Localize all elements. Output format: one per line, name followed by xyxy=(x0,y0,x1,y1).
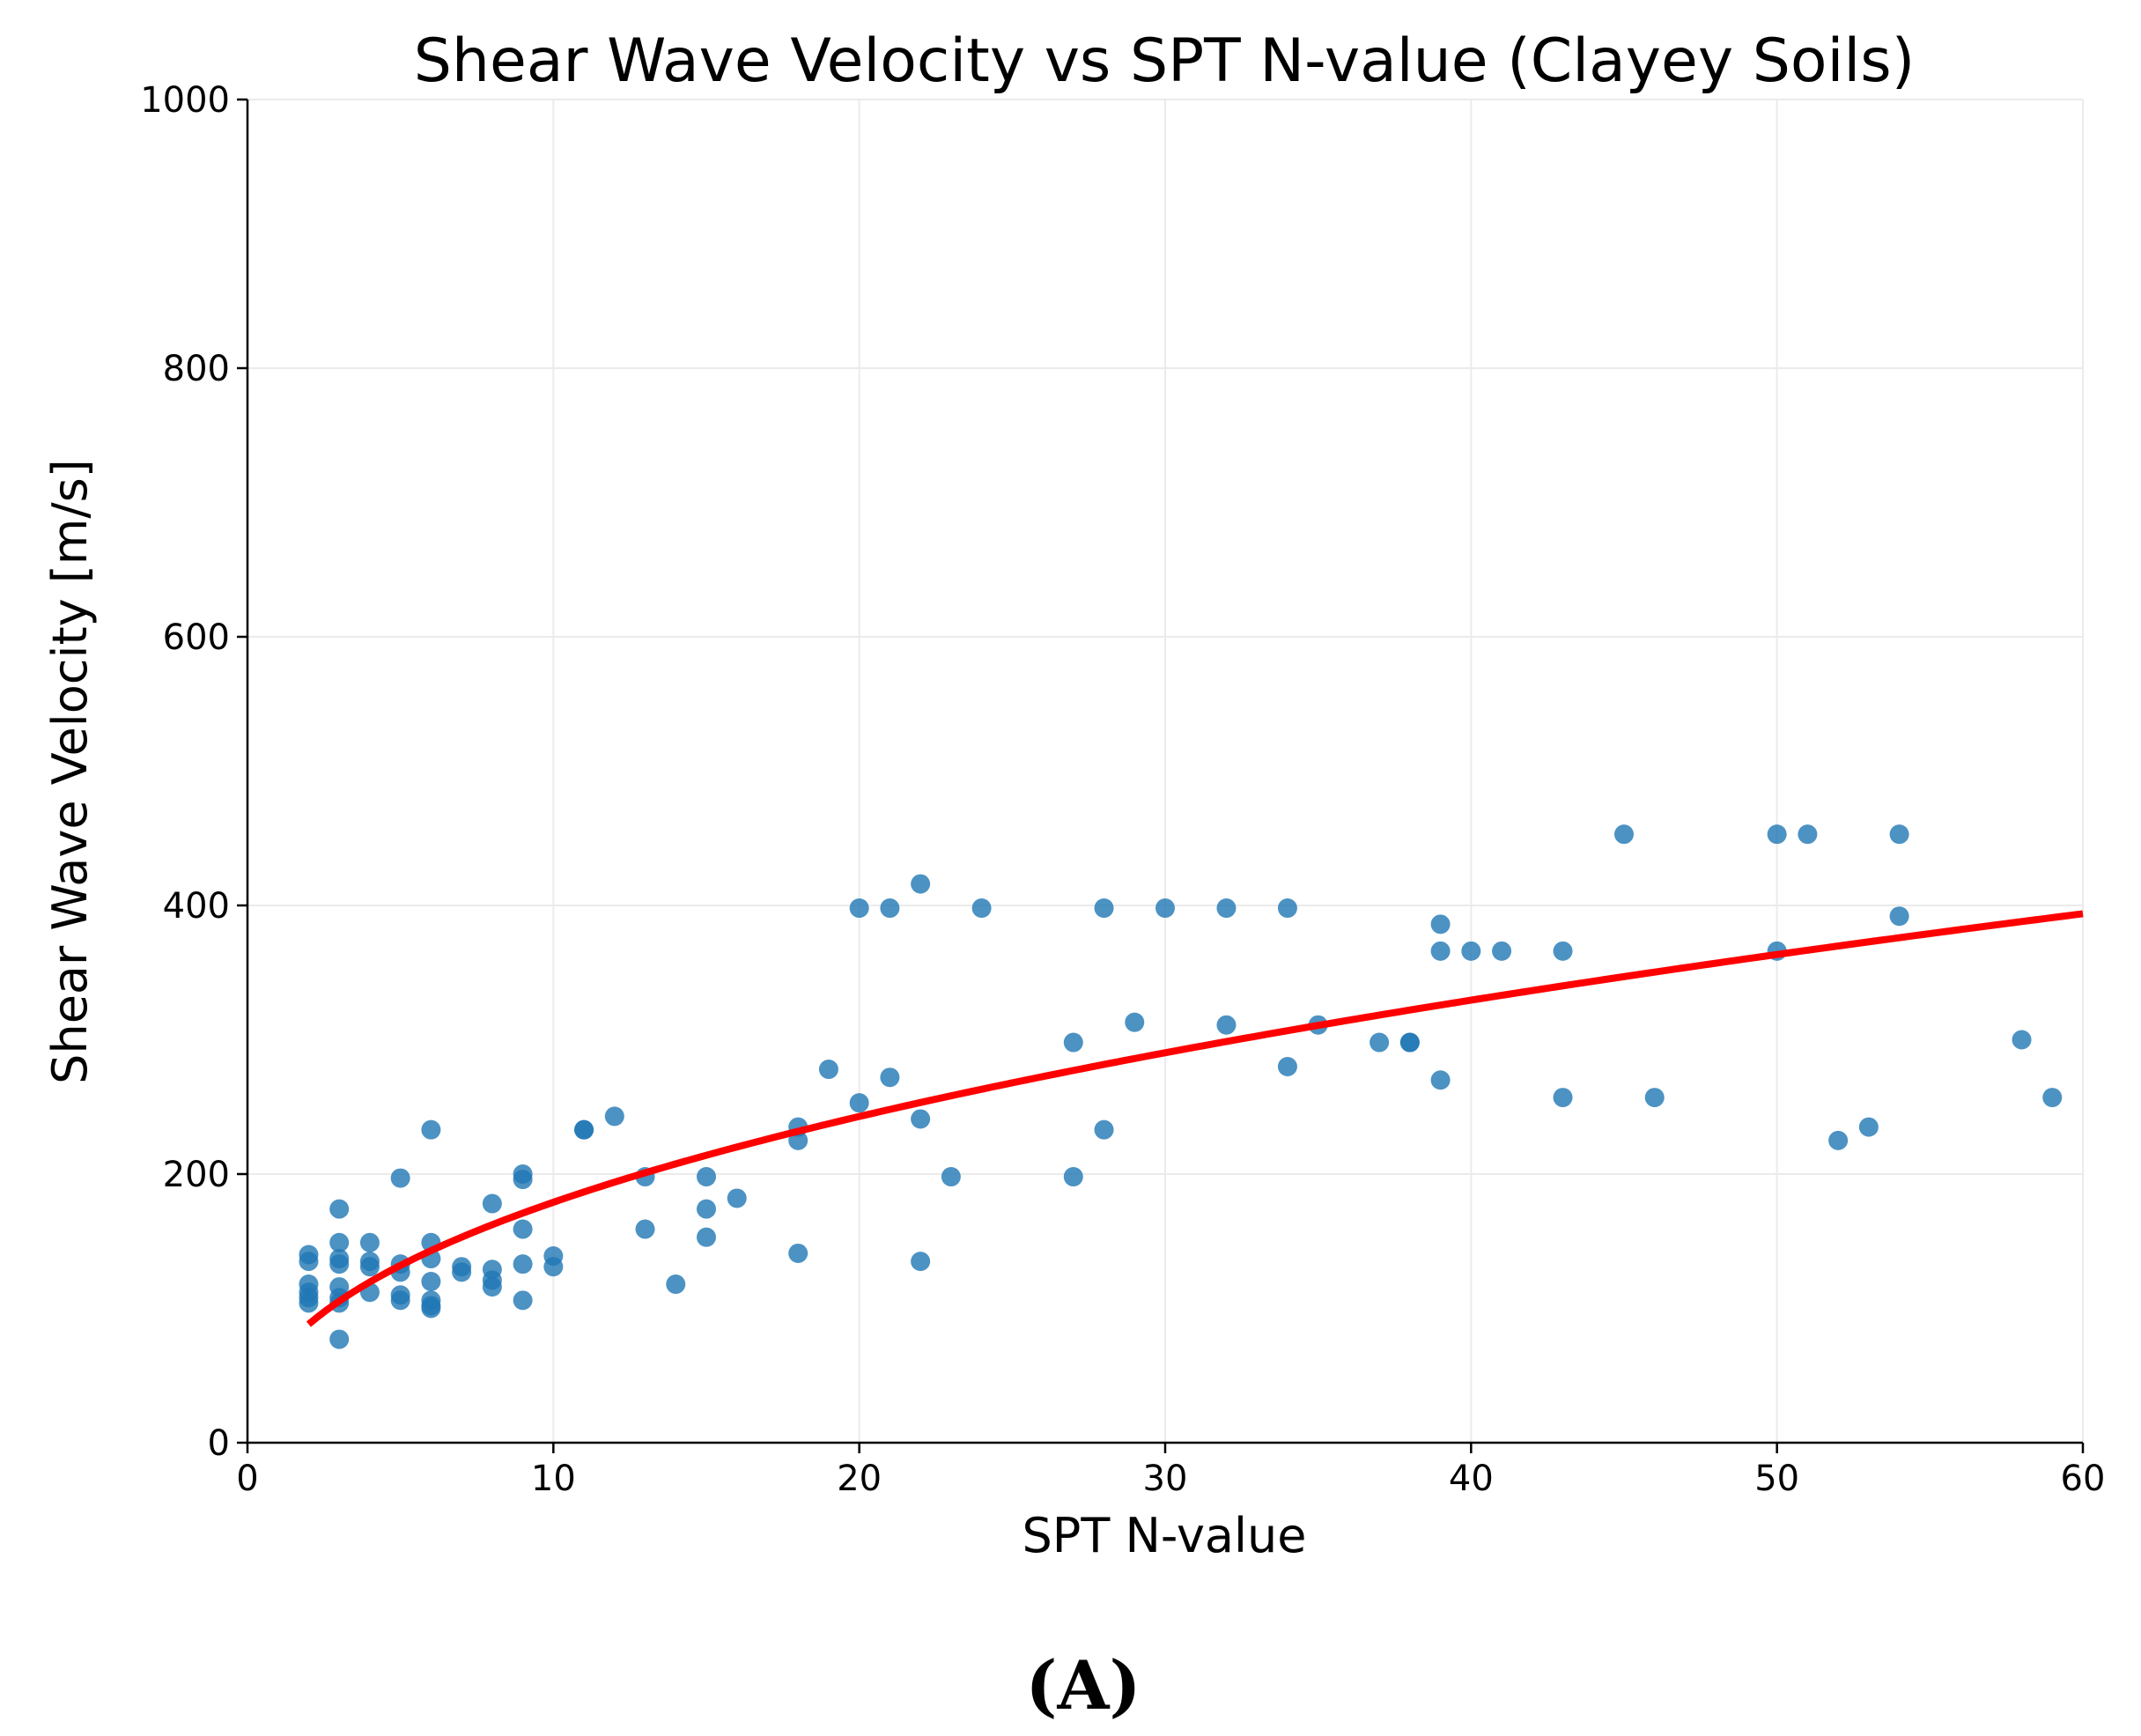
scatter-point xyxy=(697,1199,716,1219)
x-tick-label: 30 xyxy=(1143,1459,1188,1499)
scatter-point xyxy=(849,898,869,919)
scatter-point xyxy=(543,1257,564,1277)
scatter-point xyxy=(513,1290,533,1311)
scatter-point xyxy=(1216,898,1237,919)
scatter-point xyxy=(390,1290,410,1311)
x-tick-label: 60 xyxy=(2061,1459,2106,1499)
scatter-point xyxy=(329,1199,350,1219)
scatter-point xyxy=(482,1277,502,1297)
y-axis-label: Shear Wave Velocity [m/s] xyxy=(42,459,98,1084)
scatter-point xyxy=(1277,1057,1297,1076)
scatter-point xyxy=(911,1252,931,1272)
scatter-point xyxy=(1399,1032,1420,1053)
scatter-point xyxy=(1430,1070,1451,1090)
scatter-point xyxy=(329,1329,350,1349)
scatter-point xyxy=(941,1167,961,1187)
scatter-point xyxy=(880,1067,900,1088)
x-axis-label: SPT N-value xyxy=(1023,1508,1307,1563)
scatter-point xyxy=(359,1232,380,1252)
scatter-point xyxy=(421,1298,441,1319)
scatter-point xyxy=(359,1257,380,1277)
y-tick-label: 0 xyxy=(208,1423,230,1464)
scatter-point xyxy=(299,1252,319,1272)
x-tick-label: 20 xyxy=(837,1459,882,1499)
y-tick-label: 400 xyxy=(163,886,230,927)
scatter-point xyxy=(1889,824,1909,845)
scatter-point xyxy=(1430,941,1451,961)
scatter-point xyxy=(2012,1030,2032,1050)
scatter-point xyxy=(1889,906,1909,927)
scatter-point xyxy=(788,1243,808,1263)
scatter-point xyxy=(1767,824,1787,845)
scatter-point xyxy=(482,1193,502,1214)
y-tick-label: 1000 xyxy=(140,80,230,121)
scatter-point xyxy=(1155,898,1175,919)
scatter-point xyxy=(880,898,900,919)
scatter-point xyxy=(390,1168,410,1188)
scatter-point xyxy=(574,1119,594,1140)
scatter-point xyxy=(1277,898,1297,919)
x-tick-label: 50 xyxy=(1754,1459,1799,1499)
scatter-point xyxy=(421,1119,441,1140)
scatter-point xyxy=(1430,914,1451,934)
scatter-point xyxy=(299,1293,319,1313)
scatter-point xyxy=(697,1167,716,1187)
fit-curve xyxy=(306,910,2084,1327)
panel-label: (A) xyxy=(1026,1646,1141,1725)
y-tick-label: 600 xyxy=(163,617,230,658)
scatter-point xyxy=(1858,1117,1879,1137)
scatter-point xyxy=(635,1219,655,1239)
scatter-point xyxy=(911,874,931,894)
x-tick-label: 0 xyxy=(236,1459,258,1499)
scatter-point xyxy=(697,1227,716,1247)
scatter-point xyxy=(1644,1088,1665,1108)
scatter-point xyxy=(911,1109,931,1129)
scatter-point xyxy=(1798,824,1818,845)
scatter-point xyxy=(666,1274,686,1295)
scatter-point xyxy=(1614,824,1634,845)
y-tick-label: 800 xyxy=(163,349,230,389)
scatter-point xyxy=(329,1254,350,1274)
scatter-point xyxy=(452,1262,472,1282)
scatter-point xyxy=(1828,1130,1849,1150)
scatter-point xyxy=(1553,1088,1573,1108)
y-ticks: 0 200 400 600 800 1000 xyxy=(140,80,247,1464)
scatter-point xyxy=(513,1254,533,1274)
scatter-point xyxy=(2042,1088,2063,1108)
scatter-point xyxy=(513,1219,533,1239)
grid xyxy=(247,99,2084,1443)
scatter-point xyxy=(421,1272,441,1291)
scatter-point xyxy=(1216,1015,1237,1035)
scatter-point xyxy=(971,898,992,919)
x-tick-label: 10 xyxy=(531,1459,576,1499)
x-tick-label: 40 xyxy=(1449,1459,1494,1499)
y-tick-label: 200 xyxy=(163,1155,230,1195)
scatter-point xyxy=(1370,1032,1390,1053)
scatter-point xyxy=(1492,941,1512,961)
scatter-point xyxy=(1063,1167,1083,1187)
scatter-point xyxy=(604,1106,624,1127)
x-ticks: 0 10 20 30 40 50 60 xyxy=(236,1443,2105,1499)
scatter-point xyxy=(1125,1012,1145,1032)
chart-title: Shear Wave Velocity vs SPT N-value (Clay… xyxy=(414,26,1916,96)
scatter-point xyxy=(1553,941,1573,961)
scatter-point xyxy=(1063,1032,1083,1053)
scatter-point xyxy=(1094,898,1114,919)
scatter-point xyxy=(513,1170,533,1190)
scatter-point xyxy=(1094,1119,1114,1140)
scatter-point xyxy=(1461,941,1481,961)
scatter-points xyxy=(299,824,2063,1349)
scatter-point xyxy=(329,1232,350,1252)
scatter-point xyxy=(818,1060,838,1080)
scatter-point xyxy=(849,1093,869,1113)
scatter-point xyxy=(727,1188,747,1208)
